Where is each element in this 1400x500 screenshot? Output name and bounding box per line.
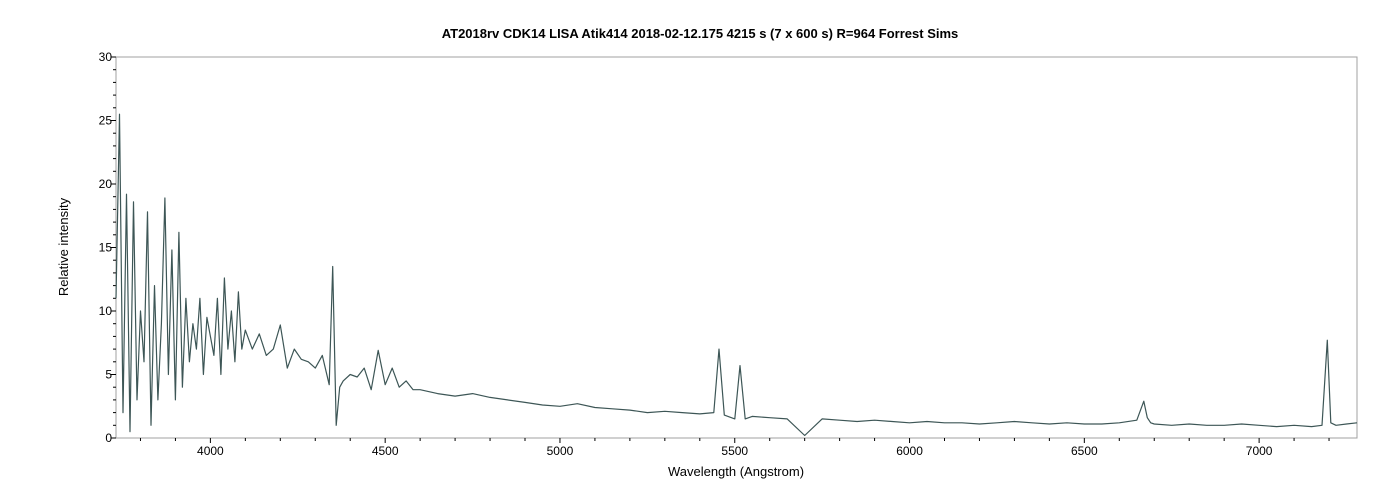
y-tick-label: 25 xyxy=(99,114,113,128)
y-tick-label: 20 xyxy=(99,177,113,191)
y-axis: 0 5 10 15 20 25 30 xyxy=(99,50,116,445)
y-tick-label: 10 xyxy=(99,304,113,318)
y-axis-label: Relative intensity xyxy=(56,197,71,296)
y-tick-label: 0 xyxy=(105,431,112,445)
x-axis: 4000 4500 5000 5500 6000 6500 7000 xyxy=(139,438,1330,458)
y-tick-label: 15 xyxy=(99,241,113,255)
x-tick-label: 6500 xyxy=(1071,444,1098,458)
x-tick-label: 4000 xyxy=(197,444,224,458)
plot-frame xyxy=(115,56,1358,439)
chart-title: AT2018rv CDK14 LISA Atik414 2018-02-12.1… xyxy=(442,26,959,41)
x-tick-label: 5000 xyxy=(547,444,574,458)
x-tick-label: 4500 xyxy=(372,444,399,458)
y-tick-label: 5 xyxy=(105,368,112,382)
x-tick-label: 6000 xyxy=(896,444,923,458)
x-tick-label: 5500 xyxy=(721,444,748,458)
x-axis-label: Wavelength (Angstrom) xyxy=(668,464,804,479)
spectrum-line xyxy=(115,113,1358,437)
y-tick-label: 30 xyxy=(99,50,113,64)
x-tick-label: 7000 xyxy=(1246,444,1273,458)
